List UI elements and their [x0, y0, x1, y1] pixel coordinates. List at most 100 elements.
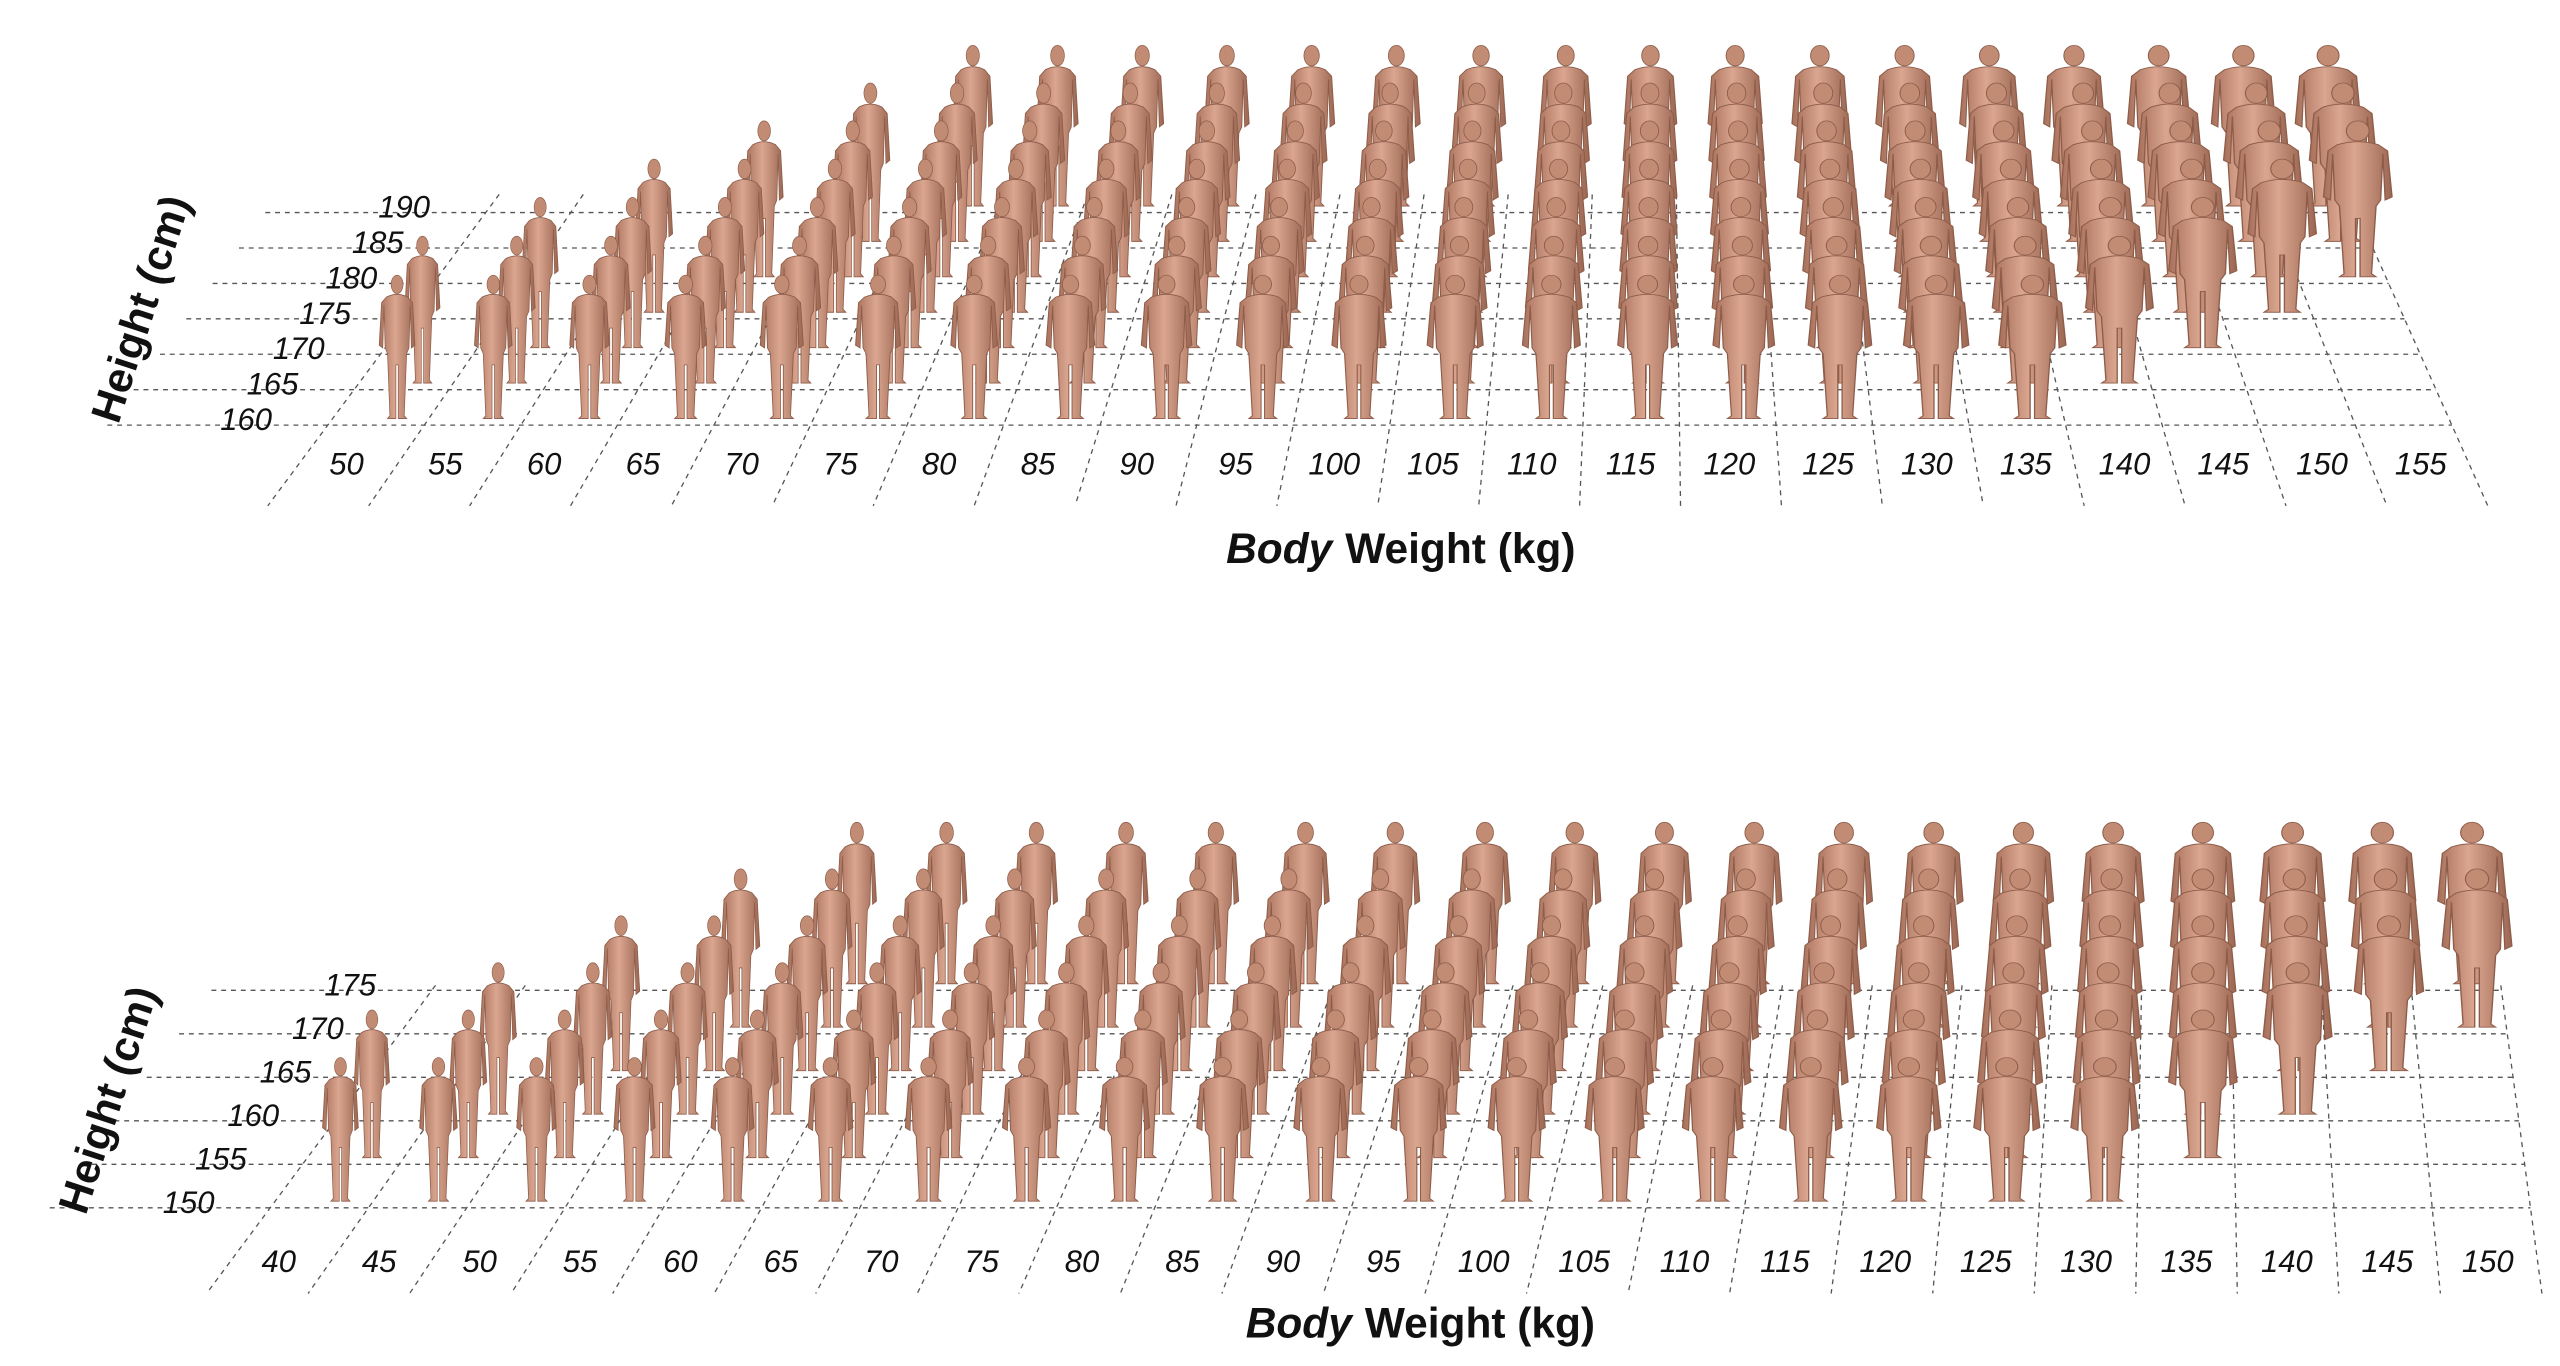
figure-head — [1219, 44, 1235, 67]
figure-head — [1827, 868, 1848, 890]
figure-head — [1297, 821, 1314, 844]
figure-head — [2020, 274, 2045, 294]
figure-head — [1736, 868, 1756, 890]
figure-head — [2190, 1009, 2215, 1030]
figure-body — [904, 1076, 953, 1202]
y-axis-title: Height (cm) — [50, 980, 168, 1219]
figure-body — [1236, 293, 1290, 419]
figure-head — [1919, 235, 1943, 256]
figure-head — [2180, 158, 2204, 180]
figure-head — [2316, 44, 2340, 67]
human-figure — [684, 235, 726, 384]
x-tick-label: 110 — [1507, 446, 1557, 481]
figure-head — [698, 235, 713, 256]
figure-head — [1639, 158, 1659, 180]
x-tick-label: 90 — [1119, 446, 1154, 481]
x-tick-label: 55 — [428, 446, 463, 481]
figure-head — [2081, 120, 2104, 142]
figure-head — [750, 1009, 765, 1030]
figure-body — [855, 293, 902, 419]
figure-head — [1998, 1009, 2022, 1030]
figure-head — [1462, 868, 1481, 890]
figure-head — [1551, 120, 1571, 142]
figure-head — [916, 868, 931, 890]
figure-head — [491, 962, 505, 983]
figure-head — [963, 962, 980, 983]
figure-head — [775, 962, 790, 983]
grid-line — [1627, 985, 1694, 1294]
human-figure — [1617, 274, 1679, 419]
figure-body — [1973, 1076, 2041, 1202]
figure-head — [334, 1057, 347, 1077]
grid-line — [2033, 985, 2053, 1294]
x-tick-label: 50 — [462, 1244, 497, 1279]
figure-head — [939, 821, 954, 844]
figure-head — [1008, 158, 1024, 180]
figure-head — [966, 274, 983, 294]
x-tick-label: 100 — [1458, 1244, 1510, 1279]
figure-body — [1807, 293, 1873, 419]
x-tick-label: 80 — [1065, 1244, 1100, 1279]
x-axis-title-italic: Body — [1246, 1300, 1354, 1348]
figure-head — [2094, 1009, 2119, 1030]
figure-head — [1546, 197, 1566, 218]
x-tick-label: 45 — [362, 1244, 397, 1279]
figure-body — [1045, 293, 1096, 419]
figure-head — [1902, 1009, 1925, 1030]
figure-head — [1458, 158, 1478, 180]
figure-body — [759, 293, 804, 419]
grid-line — [1578, 194, 1593, 506]
figure-head — [1549, 158, 1569, 180]
figure-head — [2257, 120, 2281, 142]
human-figure — [2168, 1009, 2238, 1159]
figure-head — [1303, 44, 1320, 67]
figure-head — [725, 1057, 741, 1077]
figure-head — [2100, 868, 2123, 890]
y-tick-label: 180 — [326, 260, 378, 295]
human-figure — [2084, 235, 2154, 384]
figure-head — [2331, 82, 2355, 104]
figure-head — [2006, 197, 2030, 218]
figure-body — [449, 1029, 488, 1159]
figure-head — [2376, 915, 2402, 936]
figure-head — [822, 1057, 839, 1077]
x-tick-label: 145 — [2361, 1244, 2413, 1279]
figure-head — [1816, 120, 1837, 142]
x-tick-label: 95 — [1366, 1244, 1401, 1279]
human-figure — [1778, 1057, 1843, 1202]
figure-head — [627, 1057, 642, 1077]
y-tick-label: 185 — [352, 225, 404, 260]
figure-body — [1778, 1076, 1843, 1202]
human-figure — [2247, 158, 2318, 313]
figure-head — [1825, 235, 1848, 256]
x-tick-label: 105 — [1558, 1244, 1610, 1279]
figure-head — [2345, 120, 2370, 142]
figure-body — [1876, 1076, 1942, 1202]
figure-head — [461, 1009, 475, 1030]
figure-head — [1270, 197, 1288, 218]
human-figure — [378, 274, 416, 419]
figure-head — [1472, 44, 1490, 67]
figure-head — [1530, 962, 1550, 983]
figure-head — [1506, 1057, 1527, 1077]
figure-head — [1449, 235, 1470, 256]
figure-head — [1894, 44, 1915, 67]
x-tick-label: 135 — [2161, 1244, 2213, 1279]
figure-body — [1293, 1076, 1348, 1202]
figure-head — [1362, 197, 1381, 218]
grid-line — [1525, 985, 1604, 1294]
human-figure — [2168, 197, 2238, 349]
grid-line — [815, 985, 975, 1294]
figure-head — [1086, 197, 1103, 218]
grid-line — [1119, 985, 1245, 1294]
figure-head — [2270, 158, 2295, 180]
figure-head — [902, 197, 918, 218]
figure-head — [1349, 274, 1369, 294]
figure-head — [918, 158, 933, 180]
human-figure — [479, 962, 517, 1115]
figure-head — [1356, 915, 1375, 936]
figure-head — [757, 120, 771, 142]
